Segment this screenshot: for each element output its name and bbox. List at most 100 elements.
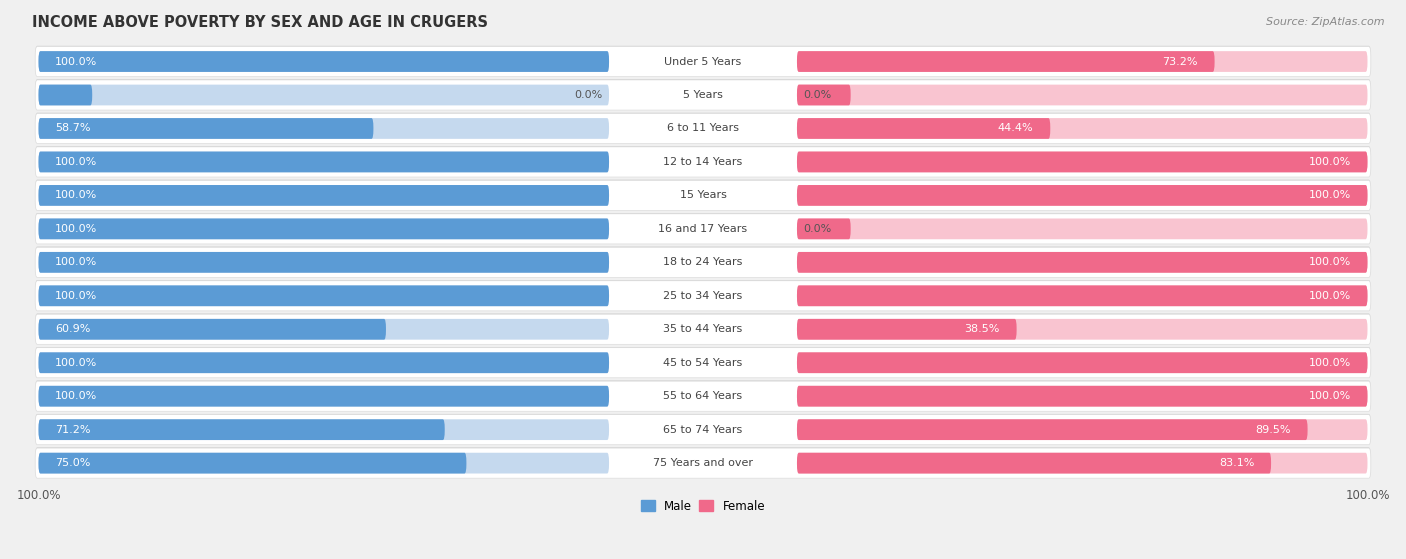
FancyBboxPatch shape bbox=[797, 151, 1368, 172]
FancyBboxPatch shape bbox=[38, 185, 609, 206]
Text: 100.0%: 100.0% bbox=[55, 391, 97, 401]
Text: 6 to 11 Years: 6 to 11 Years bbox=[666, 124, 740, 134]
Text: 100.0%: 100.0% bbox=[55, 291, 97, 301]
Text: 18 to 24 Years: 18 to 24 Years bbox=[664, 257, 742, 267]
FancyBboxPatch shape bbox=[38, 286, 609, 306]
FancyBboxPatch shape bbox=[797, 319, 1017, 340]
FancyBboxPatch shape bbox=[797, 419, 1308, 440]
FancyBboxPatch shape bbox=[38, 386, 609, 406]
Text: 100.0%: 100.0% bbox=[55, 358, 97, 368]
FancyBboxPatch shape bbox=[35, 113, 1371, 143]
Text: Source: ZipAtlas.com: Source: ZipAtlas.com bbox=[1267, 17, 1385, 27]
FancyBboxPatch shape bbox=[797, 252, 1368, 273]
FancyBboxPatch shape bbox=[35, 113, 1371, 144]
FancyBboxPatch shape bbox=[38, 51, 609, 72]
Text: 100.0%: 100.0% bbox=[55, 157, 97, 167]
FancyBboxPatch shape bbox=[38, 219, 609, 239]
FancyBboxPatch shape bbox=[38, 84, 93, 106]
FancyBboxPatch shape bbox=[38, 118, 374, 139]
Text: 89.5%: 89.5% bbox=[1256, 425, 1291, 435]
FancyBboxPatch shape bbox=[35, 181, 1371, 210]
Text: 0.0%: 0.0% bbox=[804, 90, 832, 100]
FancyBboxPatch shape bbox=[38, 286, 609, 306]
FancyBboxPatch shape bbox=[35, 80, 1371, 110]
FancyBboxPatch shape bbox=[38, 352, 609, 373]
FancyBboxPatch shape bbox=[38, 151, 609, 172]
FancyBboxPatch shape bbox=[35, 247, 1371, 277]
FancyBboxPatch shape bbox=[797, 51, 1368, 72]
FancyBboxPatch shape bbox=[35, 247, 1371, 277]
FancyBboxPatch shape bbox=[35, 415, 1371, 445]
FancyBboxPatch shape bbox=[38, 219, 609, 239]
Text: 55 to 64 Years: 55 to 64 Years bbox=[664, 391, 742, 401]
FancyBboxPatch shape bbox=[797, 219, 1368, 239]
FancyBboxPatch shape bbox=[35, 448, 1371, 478]
FancyBboxPatch shape bbox=[797, 419, 1368, 440]
FancyBboxPatch shape bbox=[797, 386, 1368, 406]
Text: 0.0%: 0.0% bbox=[574, 90, 602, 100]
Text: 100.0%: 100.0% bbox=[1309, 291, 1351, 301]
FancyBboxPatch shape bbox=[35, 447, 1371, 477]
Text: 5 Years: 5 Years bbox=[683, 90, 723, 100]
FancyBboxPatch shape bbox=[797, 185, 1368, 206]
FancyBboxPatch shape bbox=[797, 386, 1368, 406]
FancyBboxPatch shape bbox=[35, 213, 1371, 243]
Text: 100.0%: 100.0% bbox=[1309, 191, 1351, 201]
Text: 100.0%: 100.0% bbox=[1309, 391, 1351, 401]
FancyBboxPatch shape bbox=[35, 147, 1371, 177]
Text: 25 to 34 Years: 25 to 34 Years bbox=[664, 291, 742, 301]
Text: 71.2%: 71.2% bbox=[55, 425, 91, 435]
FancyBboxPatch shape bbox=[35, 414, 1371, 444]
Legend: Male, Female: Male, Female bbox=[636, 495, 770, 518]
Text: Under 5 Years: Under 5 Years bbox=[665, 56, 741, 67]
Text: 100.0%: 100.0% bbox=[55, 56, 97, 67]
FancyBboxPatch shape bbox=[797, 286, 1368, 306]
Text: 100.0%: 100.0% bbox=[55, 191, 97, 201]
FancyBboxPatch shape bbox=[797, 219, 851, 239]
FancyBboxPatch shape bbox=[38, 319, 387, 340]
FancyBboxPatch shape bbox=[38, 453, 609, 473]
Text: 58.7%: 58.7% bbox=[55, 124, 91, 134]
FancyBboxPatch shape bbox=[797, 185, 1368, 206]
FancyBboxPatch shape bbox=[797, 118, 1050, 139]
Text: 100.0%: 100.0% bbox=[55, 224, 97, 234]
Text: 38.5%: 38.5% bbox=[965, 324, 1000, 334]
FancyBboxPatch shape bbox=[797, 319, 1368, 340]
Text: 60.9%: 60.9% bbox=[55, 324, 90, 334]
FancyBboxPatch shape bbox=[35, 281, 1371, 311]
FancyBboxPatch shape bbox=[35, 46, 1371, 77]
FancyBboxPatch shape bbox=[38, 252, 609, 273]
Text: 100.0%: 100.0% bbox=[55, 257, 97, 267]
Text: 75 Years and over: 75 Years and over bbox=[652, 458, 754, 468]
FancyBboxPatch shape bbox=[797, 252, 1368, 273]
FancyBboxPatch shape bbox=[35, 214, 1371, 244]
Text: 12 to 14 Years: 12 to 14 Years bbox=[664, 157, 742, 167]
Text: 75.0%: 75.0% bbox=[55, 458, 90, 468]
FancyBboxPatch shape bbox=[35, 348, 1371, 378]
FancyBboxPatch shape bbox=[35, 46, 1371, 76]
FancyBboxPatch shape bbox=[38, 84, 609, 106]
FancyBboxPatch shape bbox=[797, 352, 1368, 373]
FancyBboxPatch shape bbox=[35, 314, 1371, 344]
Text: 35 to 44 Years: 35 to 44 Years bbox=[664, 324, 742, 334]
FancyBboxPatch shape bbox=[38, 185, 609, 206]
FancyBboxPatch shape bbox=[797, 118, 1368, 139]
FancyBboxPatch shape bbox=[38, 419, 609, 440]
Text: 15 Years: 15 Years bbox=[679, 191, 727, 201]
FancyBboxPatch shape bbox=[38, 453, 467, 473]
FancyBboxPatch shape bbox=[35, 79, 1371, 110]
Text: 100.0%: 100.0% bbox=[1309, 157, 1351, 167]
FancyBboxPatch shape bbox=[35, 146, 1371, 176]
FancyBboxPatch shape bbox=[35, 280, 1371, 310]
FancyBboxPatch shape bbox=[797, 453, 1368, 473]
FancyBboxPatch shape bbox=[797, 51, 1215, 72]
FancyBboxPatch shape bbox=[797, 453, 1271, 473]
FancyBboxPatch shape bbox=[35, 347, 1371, 377]
FancyBboxPatch shape bbox=[38, 386, 609, 406]
FancyBboxPatch shape bbox=[38, 51, 609, 72]
FancyBboxPatch shape bbox=[38, 419, 444, 440]
FancyBboxPatch shape bbox=[797, 84, 1368, 106]
FancyBboxPatch shape bbox=[35, 381, 1371, 411]
Text: 100.0%: 100.0% bbox=[1309, 358, 1351, 368]
FancyBboxPatch shape bbox=[797, 151, 1368, 172]
